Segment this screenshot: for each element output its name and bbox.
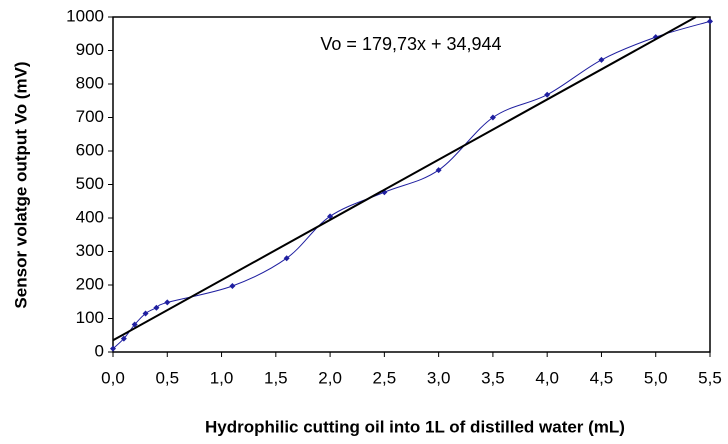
data-point [153, 304, 160, 311]
x-tick-label: 2,5 [373, 368, 397, 387]
equation-annotation: Vo = 179,73x + 34,944 [320, 34, 501, 54]
y-tick-label: 800 [76, 73, 104, 92]
y-tick-label: 0 [95, 341, 104, 360]
y-axis-title: Sensor volatge output Vo (mV) [11, 61, 30, 308]
trendline [112, 16, 697, 342]
y-tick-label: 400 [76, 207, 104, 226]
y-tick-label: 300 [76, 241, 104, 260]
x-tick-label: 1,0 [210, 368, 234, 387]
x-tick-label: 3,0 [427, 368, 451, 387]
x-tick-label: 1,5 [264, 368, 288, 387]
x-tick-label: 3,5 [481, 368, 505, 387]
x-tick-label: 0,0 [101, 368, 125, 387]
y-tick-label: 200 [76, 274, 104, 293]
y-tick-label: 900 [76, 40, 104, 59]
x-tick-label: 4,5 [590, 368, 614, 387]
data-point [110, 345, 116, 352]
data-point [142, 310, 149, 317]
x-tick-label: 5,5 [698, 368, 722, 387]
data-point [435, 167, 442, 174]
data-point [131, 321, 138, 328]
data-point [598, 56, 605, 63]
y-tick-label: 100 [76, 308, 104, 327]
data-point [120, 335, 127, 342]
x-axis-title: Hydrophilic cutting oil into 1L of disti… [205, 417, 625, 436]
data-point [164, 299, 171, 306]
data-point [544, 91, 551, 98]
x-tick-label: 0,5 [155, 368, 179, 387]
data-point [283, 255, 290, 262]
x-tick-label: 5,0 [644, 368, 668, 387]
y-tick-label: 500 [76, 174, 104, 193]
data-point [327, 213, 334, 220]
x-tick-label: 2,0 [318, 368, 342, 387]
y-tick-label: 700 [76, 107, 104, 126]
data-point [707, 18, 713, 25]
plot-frame [112, 16, 711, 353]
y-tick-label: 1000 [66, 6, 104, 25]
data-point [229, 283, 236, 290]
y-tick-label: 600 [76, 140, 104, 159]
data-point [489, 114, 496, 121]
series-line [112, 20, 711, 350]
x-tick-label: 4,0 [535, 368, 559, 387]
